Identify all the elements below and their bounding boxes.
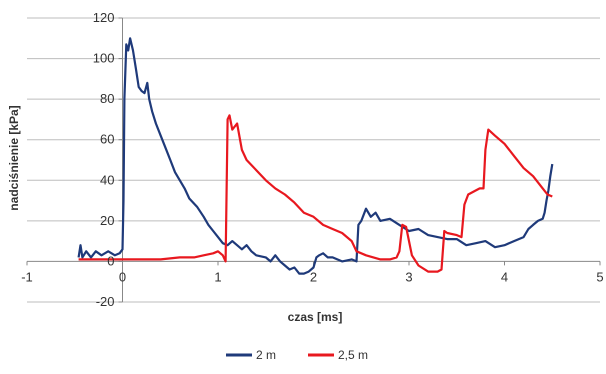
series-line-0 — [77, 37, 554, 275]
x-tick-label-1: 0 — [119, 269, 126, 284]
y-tick-labels: -20 0 20 40 60 80 100 120 — [93, 10, 115, 309]
y-axis-title: nadciśnienie [kPa] — [7, 105, 21, 210]
x-tick-label-4: 3 — [405, 269, 412, 284]
series-layer — [77, 37, 554, 275]
y-tick-label-2: 20 — [100, 213, 114, 228]
x-tick-label-2: 1 — [214, 269, 221, 284]
axes — [26, 17, 601, 303]
x-tick-label-0: -1 — [21, 269, 33, 284]
y-tick-label-4: 60 — [100, 132, 114, 147]
y-tick-label-7: 120 — [93, 10, 115, 25]
x-axis-title: czas [ms] — [288, 310, 343, 324]
x-tick-labels: -1 0 1 2 3 4 5 — [21, 269, 603, 284]
y-tick-label-1: 0 — [107, 253, 114, 268]
y-tick-label-6: 100 — [93, 51, 115, 66]
y-tick-label-3: 40 — [100, 172, 114, 187]
legend-label-1: 2,5 m — [338, 348, 368, 362]
x-tick-label-3: 2 — [310, 269, 317, 284]
y-tick-label-0: -20 — [96, 294, 115, 309]
x-tick-label-6: 5 — [596, 269, 603, 284]
series-line-1 — [78, 114, 553, 273]
y-tick-label-5: 80 — [100, 91, 114, 106]
legend-label-0: 2 m — [256, 348, 276, 362]
x-tick-label-5: 4 — [501, 269, 508, 284]
legend: 2 m 2,5 m — [226, 348, 368, 362]
